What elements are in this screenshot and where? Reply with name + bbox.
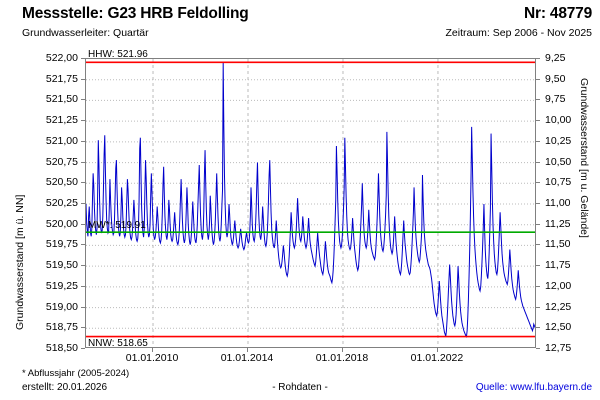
y-axis-left-tick-label: 520,50 [45, 176, 78, 189]
y-axis-left-tick-label: 519,75 [45, 238, 78, 251]
y-axis-right-tick-label: 10,75 [545, 176, 572, 189]
period-label: Zeitraum: Sep 2006 - Nov 2025 [445, 27, 593, 39]
footnote-text: * Abflussjahr (2005-2024) [22, 368, 130, 379]
y-axis-right-tick-label: 9,50 [545, 72, 566, 85]
y-axis-left-tick-label: 521,25 [45, 114, 78, 127]
y-axis-right-tick-label: 10,50 [545, 155, 572, 168]
y-axis-left-tick-label: 519,50 [45, 259, 78, 272]
x-axis-tick-label: 01.01.2018 [315, 352, 369, 364]
chart-plot-area [85, 58, 536, 348]
rawdata-label: - Rohdaten - [272, 382, 328, 393]
chart-canvas [86, 59, 535, 347]
page-title: Messstelle: G23 HRB Feldolling [22, 5, 249, 22]
y-axis-left-tick-label: 521,50 [45, 93, 78, 106]
y-axis-left-ticks: 522,00 521,75 521,50 521,25 521,00 520,75 520,… [24, 0, 78, 400]
created-date: erstellt: 20.01.2026 [22, 382, 108, 393]
y-axis-left-tick-label: 522,00 [45, 52, 78, 64]
y-axis-right-tick-label: 11,25 [545, 217, 571, 230]
y-axis-left-tick-label: 521,00 [45, 134, 78, 147]
source-link[interactable]: Quelle: www.lfu.bayern.de [475, 382, 592, 393]
x-axis-tick-label: 01.01.2010 [125, 352, 179, 364]
y-axis-right-tick-label: 10,25 [545, 134, 572, 147]
reference-label-hhw: HHW: 521.96 [88, 49, 148, 61]
station-number: Nr: 48779 [524, 5, 592, 22]
data-series-line [86, 62, 535, 338]
reference-label-mw: MW*: 519.91 [88, 220, 146, 232]
y-axis-right-tick-label: 12,75 [545, 342, 572, 354]
y-axis-left-tick-label: 521,75 [45, 72, 78, 85]
y-axis-left-tick-label: 520,25 [45, 197, 78, 209]
y-axis-left-tick-label: 520,00 [45, 217, 78, 230]
y-axis-left-tick-label: 518,50 [45, 342, 78, 354]
y-axis-left-tick-label: 519,00 [45, 300, 78, 313]
y-axis-right-tick-label: 12,25 [545, 300, 572, 313]
y-axis-right-tick-label: 9,75 [545, 93, 566, 106]
y-axis-left-tick-label: 520,75 [45, 155, 78, 168]
y-axis-right-tick-label: 11,75 [545, 259, 571, 272]
x-axis-tick-label: 01.01.2022 [410, 352, 464, 364]
y-axis-right-tick-label: 12,00 [545, 279, 572, 292]
reference-label-nnw: NNW: 518.65 [88, 337, 148, 349]
y-axis-right-tick-label: 10,00 [545, 114, 572, 127]
y-axis-right-tick-label: 12,50 [545, 321, 572, 334]
y-axis-left-tick-label: 519,25 [45, 279, 78, 292]
x-axis-tick-label: 01.01.2014 [220, 352, 274, 364]
y-axis-right-tick-label: 9,25 [545, 52, 566, 64]
aquifer-label: Grundwasserleiter: Quartär [22, 27, 149, 39]
y-axis-left-tick-label: 518,75 [45, 321, 78, 334]
y-axis-right-tick-label: 11,00 [545, 197, 571, 209]
y-axis-right-ticks: 9,25 9,50 9,75 10,00 10,25 10,50 10,75 11,00 11,… [545, 0, 589, 400]
y-axis-right-tick-label: 11,50 [545, 238, 571, 251]
